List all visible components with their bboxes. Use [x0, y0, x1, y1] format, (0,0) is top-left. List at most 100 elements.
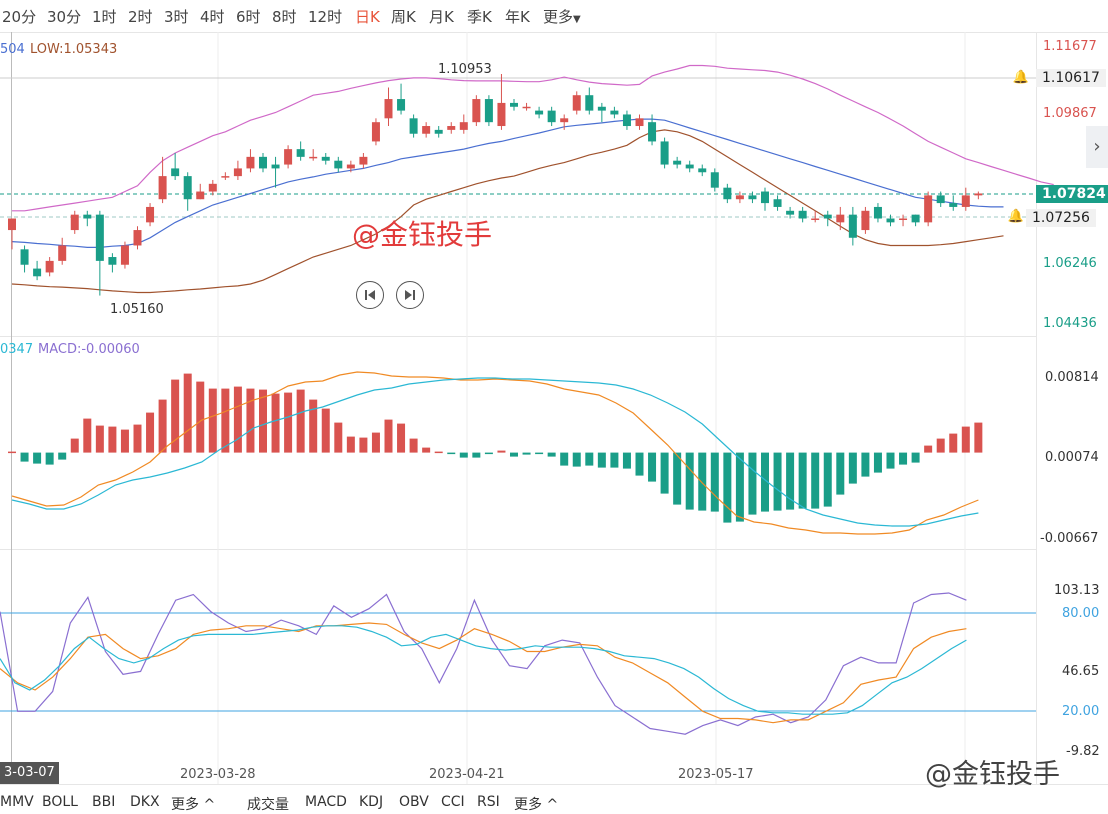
candle-body	[171, 168, 180, 177]
macd-axis-label: 0.00074	[1045, 450, 1099, 465]
macd-bar	[924, 445, 933, 453]
candle-body	[120, 245, 129, 265]
alert-price-box-2[interactable]: 1.07256	[1026, 209, 1096, 227]
candle-body	[497, 102, 506, 127]
candle-body	[597, 106, 606, 111]
candle-body	[58, 245, 67, 261]
candle-body	[83, 214, 92, 219]
candle-body	[823, 214, 832, 219]
macd-bar	[259, 389, 267, 453]
candle-body	[585, 95, 594, 111]
kdj-axis-label: 103.13	[1054, 583, 1100, 598]
tab-cci[interactable]: CCI	[441, 794, 465, 810]
candle-body	[974, 193, 983, 196]
tab-volume[interactable]: 成交量	[247, 797, 289, 813]
tf-quarterly[interactable]: 季K	[467, 8, 492, 26]
tab-obv[interactable]: OBV	[399, 794, 429, 810]
chevron-right-icon[interactable]: ›	[1086, 126, 1108, 168]
tab-more-sub[interactable]: 更多 ^	[514, 797, 559, 813]
macd-bar	[171, 379, 180, 453]
tab-dkx[interactable]: DKX	[130, 794, 160, 810]
tf-2h[interactable]: 2时	[128, 8, 153, 26]
date-label: 2023-04-21	[429, 767, 505, 782]
candle-body	[95, 214, 104, 261]
macd-bar	[484, 452, 493, 455]
candle-body	[949, 203, 958, 207]
tab-bbi[interactable]: BBI	[92, 794, 116, 810]
tf-weekly[interactable]: 周K	[391, 8, 416, 26]
bell-icon[interactable]: 🔔	[1007, 209, 1025, 224]
price-legend-low: LOW:1.05343	[30, 42, 118, 57]
candle-body	[936, 195, 945, 204]
tf-yearly[interactable]: 年K	[505, 8, 530, 26]
tab-more-main[interactable]: 更多 ^	[171, 797, 216, 813]
macd-bar	[723, 452, 732, 523]
candle-body	[660, 141, 669, 165]
macd-bar	[848, 452, 857, 484]
candle-body	[70, 214, 79, 231]
macd-bar	[961, 426, 970, 453]
candle-body	[522, 106, 531, 109]
tf-3h[interactable]: 3时	[164, 8, 189, 26]
tab-kdj[interactable]: KDJ	[359, 794, 384, 810]
timeframe-bar: 20分 30分 1时 2时 3时 4时 6时 8时 12时 日K 周K 月K 季…	[0, 0, 1108, 32]
tab-boll[interactable]: BOLL	[42, 794, 78, 810]
kdj-d-line	[0, 622, 967, 724]
candle-body	[572, 95, 581, 111]
boll-lower-line	[11, 129, 1004, 294]
tf-20min[interactable]: 20分	[2, 8, 37, 26]
corner-watermark: @金钰投手	[925, 759, 1060, 790]
tf-daily[interactable]: 日K	[355, 8, 380, 26]
macd-legend-value: MACD:-0.00060	[38, 342, 140, 357]
kdj-axis-label: 20.00	[1062, 704, 1100, 719]
macd-bar	[798, 452, 807, 509]
tf-monthly[interactable]: 月K	[429, 8, 454, 26]
candle-body	[447, 126, 456, 130]
macd-bar	[208, 388, 217, 453]
macd-bar	[359, 437, 368, 453]
tf-8h[interactable]: 8时	[272, 8, 297, 26]
tf-4h[interactable]: 4时	[200, 8, 225, 26]
next-button[interactable]	[396, 281, 424, 309]
macd-panel	[8, 371, 983, 535]
macd-bar	[773, 452, 782, 511]
tf-6h[interactable]: 6时	[236, 8, 261, 26]
tf-12h[interactable]: 12时	[308, 8, 343, 26]
macd-bar	[610, 452, 619, 468]
macd-bar	[158, 399, 167, 453]
candle-body	[886, 218, 895, 223]
candle-body	[773, 199, 782, 207]
macd-bar	[510, 452, 518, 457]
candle-body	[434, 129, 443, 134]
macd-bar	[233, 386, 242, 453]
tab-rsi[interactable]: RSI	[477, 794, 500, 810]
macd-bar	[472, 452, 481, 458]
prev-button[interactable]	[356, 281, 384, 309]
candle-body	[309, 156, 318, 159]
date-label: 2023-05-17	[678, 767, 754, 782]
candle-body	[8, 218, 16, 231]
candle-body	[610, 110, 619, 115]
macd-bar	[321, 408, 330, 453]
candle-body	[710, 172, 719, 188]
tab-macd[interactable]: MACD	[305, 794, 347, 810]
macd-bar	[83, 418, 92, 453]
candle-body	[334, 160, 343, 169]
tf-30min[interactable]: 30分	[47, 8, 82, 26]
macd-bar	[33, 452, 42, 464]
tf-1h[interactable]: 1时	[92, 8, 117, 26]
macd-bar	[572, 452, 581, 467]
kdj-axis-label: -9.82	[1066, 744, 1100, 759]
macd-bar	[284, 392, 293, 453]
candle-body	[284, 149, 293, 165]
candle-body	[899, 218, 908, 221]
candle-body	[484, 99, 493, 123]
macd-bar	[547, 452, 556, 457]
bell-icon[interactable]: 🔔	[1012, 70, 1030, 85]
tf-more[interactable]: 更多▼	[543, 6, 581, 27]
price-legend-mid: 504	[0, 42, 25, 57]
tf-more-label: 更多	[543, 8, 574, 26]
tab-mmv[interactable]: MMV	[0, 794, 34, 810]
alert-price-box-1[interactable]: 1.10617	[1036, 69, 1106, 87]
